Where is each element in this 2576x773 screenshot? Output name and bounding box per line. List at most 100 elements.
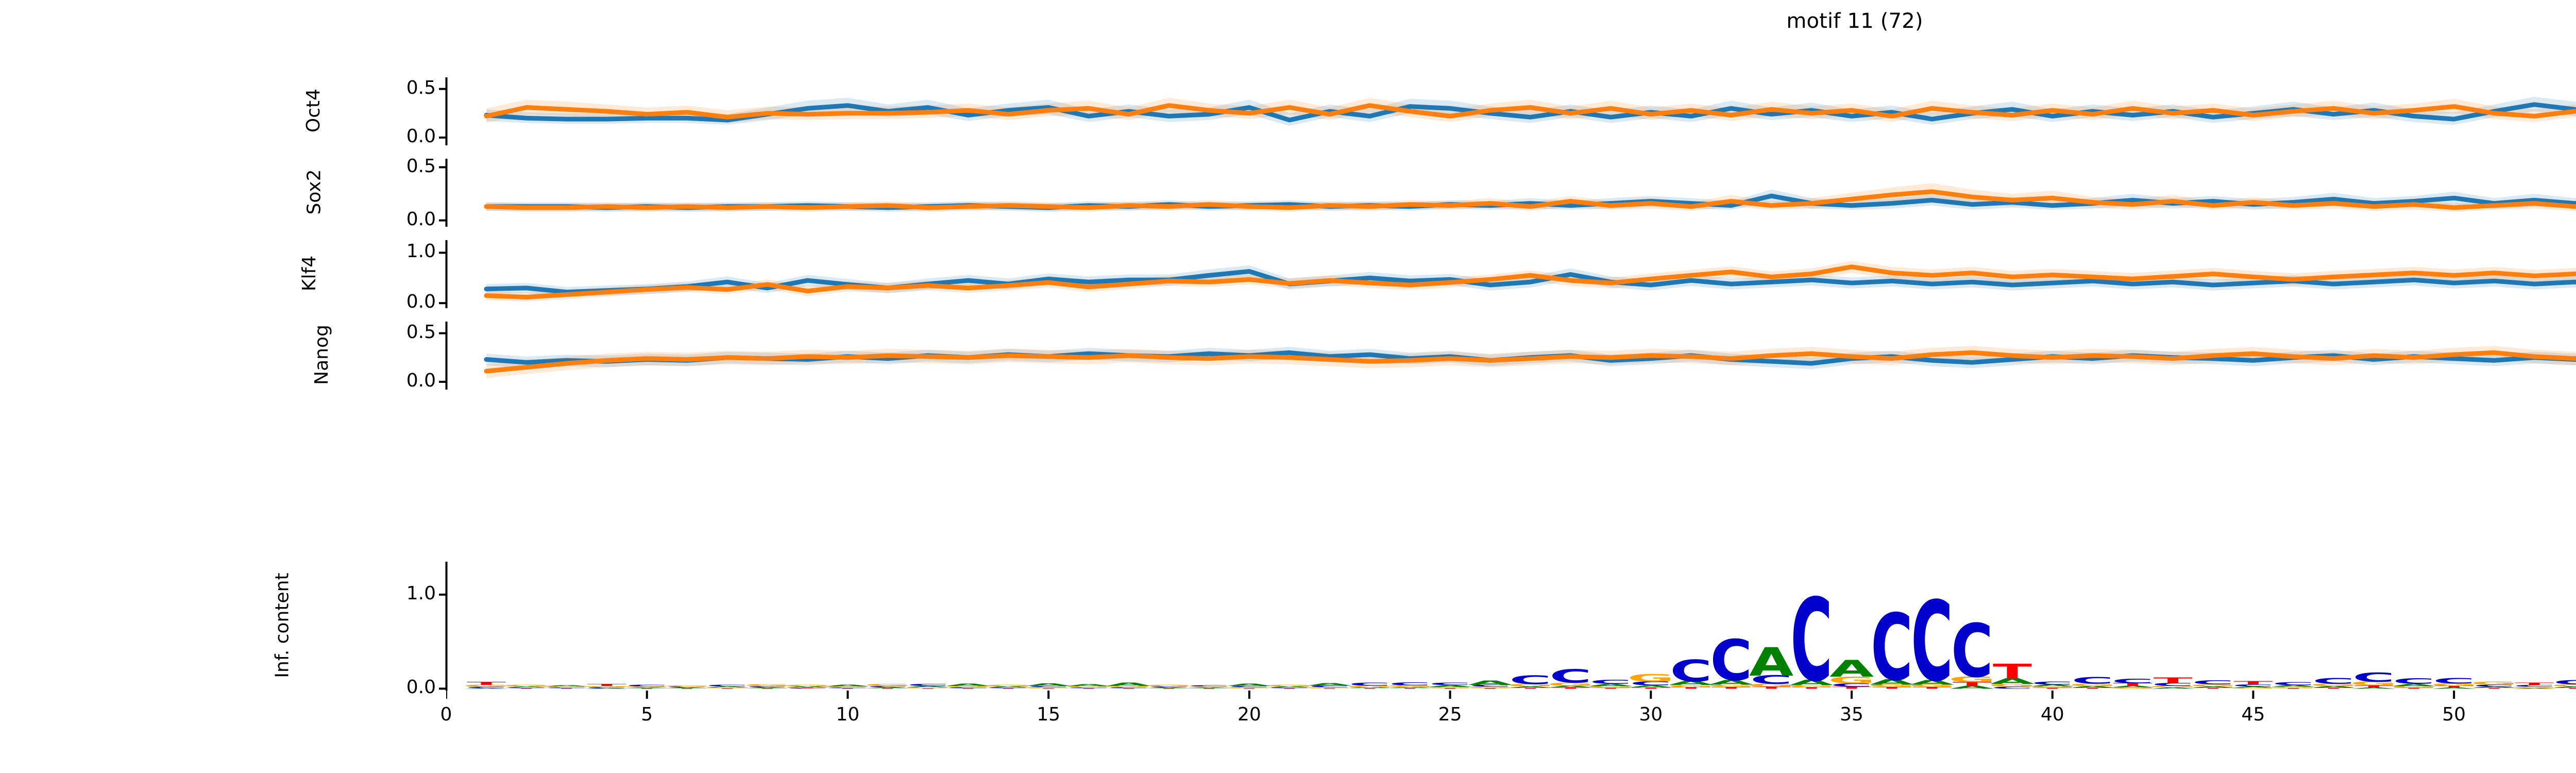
svg-text:G: G bbox=[2551, 684, 2576, 687]
ytick-label-sox2: 0.5 bbox=[406, 155, 436, 177]
logo-letter-G: G bbox=[1145, 684, 1192, 687]
xtick-label: 40 bbox=[2040, 704, 2064, 725]
svg-text:A: A bbox=[1870, 678, 1914, 686]
svg-text:T: T bbox=[1792, 687, 1831, 690]
svg-text:C: C bbox=[626, 684, 668, 687]
svg-text:T: T bbox=[1752, 686, 1791, 690]
logo-letter-C: C bbox=[2352, 670, 2395, 685]
xtick-label: 45 bbox=[2241, 704, 2265, 725]
svg-text:A: A bbox=[1990, 677, 2035, 686]
logo-letter-T: T bbox=[2073, 687, 2112, 689]
logo-letter-G: G bbox=[2470, 681, 2517, 686]
svg-text:G: G bbox=[744, 683, 791, 687]
logo-letter-A: A bbox=[1227, 683, 1272, 687]
xtick-label: 5 bbox=[641, 704, 653, 725]
logo-letter-T: T bbox=[1471, 687, 1510, 688]
logo-letter-A: A bbox=[504, 686, 549, 687]
logo-letter-A: A bbox=[2150, 687, 2195, 690]
svg-text:A: A bbox=[2311, 686, 2355, 688]
svg-text:G: G bbox=[2149, 685, 2196, 688]
svg-text:G: G bbox=[1788, 684, 1835, 688]
track-panel-nanog bbox=[439, 322, 2576, 390]
ytick-label-oct4: 0.5 bbox=[406, 77, 436, 98]
logo-letter-C: C bbox=[2232, 684, 2275, 687]
svg-text:A: A bbox=[1709, 679, 1753, 686]
svg-text:C: C bbox=[1108, 687, 1150, 688]
logo-letter-T: T bbox=[2033, 687, 2072, 689]
logo-letter-G: G bbox=[1828, 675, 1875, 685]
svg-text:C: C bbox=[1670, 653, 1712, 688]
logo-letter-T: T bbox=[2354, 685, 2393, 688]
svg-text:C: C bbox=[2553, 679, 2576, 686]
logo-letter-G: G bbox=[1306, 687, 1353, 688]
logo-letter-A: A bbox=[1428, 685, 1472, 687]
logo-letter-G: G bbox=[1467, 686, 1514, 688]
svg-text:G: G bbox=[1628, 672, 1674, 684]
svg-text:A: A bbox=[2432, 687, 2476, 690]
xtick-label: 10 bbox=[836, 704, 860, 725]
xtick-label: 0 bbox=[440, 704, 452, 725]
svg-text:C: C bbox=[1469, 684, 1512, 687]
svg-text:G: G bbox=[865, 684, 911, 687]
svg-text:C: C bbox=[1750, 673, 1792, 687]
svg-text:G: G bbox=[1226, 687, 1273, 688]
logo-letter-G: G bbox=[1427, 686, 1473, 688]
svg-text:A: A bbox=[1548, 685, 1592, 688]
svg-text:A: A bbox=[585, 688, 629, 689]
svg-text:T: T bbox=[1912, 686, 1952, 689]
logo-letter-C: C bbox=[1831, 682, 1873, 687]
svg-text:A: A bbox=[705, 686, 750, 687]
logo-letter-C: C bbox=[1590, 679, 1632, 685]
svg-text:T: T bbox=[2194, 687, 2233, 689]
logo-letter-G: G bbox=[744, 683, 791, 687]
logo-letter-C: C bbox=[947, 687, 989, 688]
svg-text:G: G bbox=[2350, 681, 2397, 687]
svg-text:G: G bbox=[2511, 686, 2557, 688]
svg-text:G: G bbox=[1467, 686, 1514, 688]
logo-letter-C: C bbox=[2312, 676, 2354, 685]
logo-letter-G: G bbox=[865, 684, 911, 687]
logo-letter-C: C bbox=[1349, 682, 1391, 686]
svg-text:A: A bbox=[504, 686, 549, 687]
svg-text:C: C bbox=[2273, 681, 2315, 686]
svg-text:C: C bbox=[1991, 686, 2033, 690]
svg-text:T: T bbox=[2233, 680, 2273, 685]
svg-text:G: G bbox=[1386, 685, 1433, 687]
logo-letter-C: C bbox=[2273, 681, 2315, 686]
logo-letter-G: G bbox=[1989, 683, 2036, 688]
logo-letter-A: A bbox=[1789, 678, 1834, 686]
svg-text:C: C bbox=[1148, 686, 1190, 687]
logo-letter-G: G bbox=[1105, 685, 1152, 687]
logo-letter-C: C bbox=[666, 686, 708, 688]
logo-letter-T: T bbox=[1752, 686, 1791, 690]
svg-text:G: G bbox=[1025, 687, 1072, 688]
logo-letter-A: A bbox=[986, 686, 1030, 688]
logo-letter-G: G bbox=[1587, 686, 1634, 688]
svg-text:C: C bbox=[1911, 578, 1953, 706]
svg-text:G: G bbox=[985, 684, 1032, 687]
svg-text:T: T bbox=[2555, 687, 2576, 689]
svg-text:T: T bbox=[1431, 688, 1470, 689]
logo-letter-T: T bbox=[908, 688, 947, 689]
logo-letter-A: A bbox=[1910, 678, 1954, 686]
logo-letter-T: T bbox=[1350, 688, 1389, 689]
logo-letter-T: T bbox=[2233, 680, 2273, 685]
logo-letter-T: T bbox=[1591, 687, 1630, 689]
svg-text:T: T bbox=[748, 688, 787, 689]
logo-letter-A: A bbox=[705, 686, 750, 687]
svg-text:T: T bbox=[2154, 676, 2193, 685]
logo-letter-C: C bbox=[1268, 687, 1311, 688]
logo-letter-A: A bbox=[2071, 686, 2115, 688]
svg-text:A: A bbox=[1267, 686, 1312, 688]
logo-letter-A: A bbox=[1267, 686, 1312, 688]
svg-text:G: G bbox=[1145, 684, 1192, 687]
logo-letter-G: G bbox=[2511, 686, 2557, 688]
svg-text:T: T bbox=[2033, 687, 2072, 689]
logo-letter-A: A bbox=[1669, 680, 1713, 686]
svg-text:A: A bbox=[2071, 686, 2115, 688]
logo-letter-A: A bbox=[1348, 687, 1392, 688]
logo-letter-C: C bbox=[1228, 686, 1270, 688]
svg-text:G: G bbox=[2029, 686, 2076, 688]
logo-letter-C: C bbox=[2192, 679, 2234, 685]
svg-text:G: G bbox=[664, 685, 710, 687]
